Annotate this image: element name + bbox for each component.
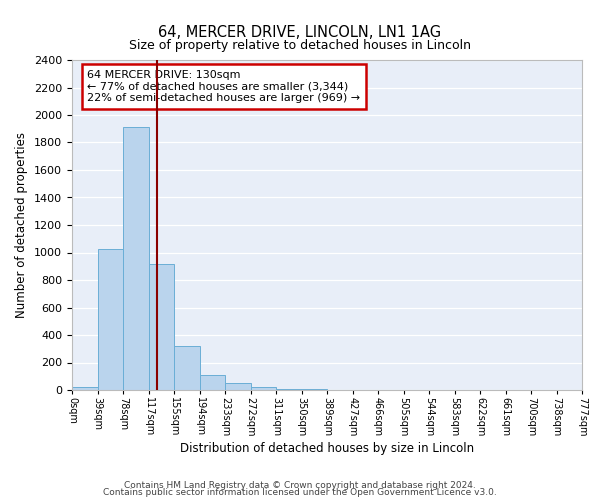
Bar	[97, 249, 123, 390]
Bar	[225, 383, 251, 390]
Y-axis label: Number of detached properties: Number of detached properties	[16, 132, 28, 318]
Text: Contains HM Land Registry data © Crown copyright and database right 2024.: Contains HM Land Registry data © Crown c…	[124, 480, 476, 490]
Bar	[174, 346, 199, 390]
Bar	[276, 388, 302, 390]
Bar	[123, 128, 149, 390]
Bar	[149, 264, 174, 390]
Bar	[199, 375, 225, 390]
Text: 64, MERCER DRIVE, LINCOLN, LN1 1AG: 64, MERCER DRIVE, LINCOLN, LN1 1AG	[158, 25, 442, 40]
Bar	[72, 387, 97, 390]
Bar	[251, 386, 276, 390]
X-axis label: Distribution of detached houses by size in Lincoln: Distribution of detached houses by size …	[180, 442, 474, 455]
Text: Size of property relative to detached houses in Lincoln: Size of property relative to detached ho…	[129, 38, 471, 52]
Text: 64 MERCER DRIVE: 130sqm
← 77% of detached houses are smaller (3,344)
22% of semi: 64 MERCER DRIVE: 130sqm ← 77% of detache…	[88, 70, 361, 103]
Text: Contains public sector information licensed under the Open Government Licence v3: Contains public sector information licen…	[103, 488, 497, 497]
